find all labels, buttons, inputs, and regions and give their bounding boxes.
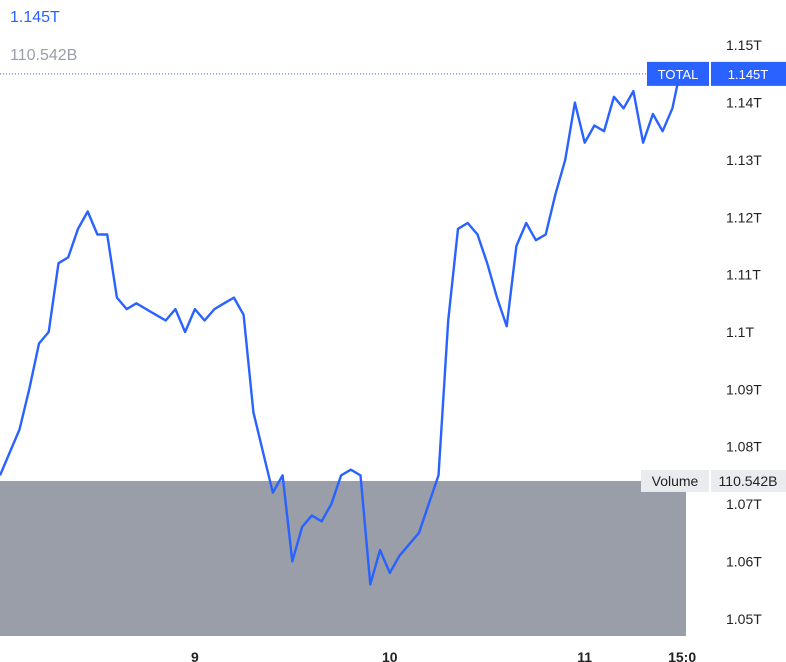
current-value-readout: 1.145T <box>10 9 60 26</box>
volume-area <box>0 480 686 636</box>
price-line <box>0 62 684 586</box>
y-tick-label: 1.15T <box>726 37 762 53</box>
x-tick-label: 15:0 <box>668 649 696 662</box>
price-tag-label: 1.145T <box>728 67 769 82</box>
y-tick-label: 1.12T <box>726 209 762 225</box>
volume-tag <box>641 469 709 492</box>
volume-value-tag-label: 110.542B <box>719 473 778 489</box>
y-tick-label: 1.11T <box>726 267 761 283</box>
volume-value-readout: 110.542B <box>10 47 78 64</box>
x-tick-label: 10 <box>382 649 398 662</box>
y-tick-label: 1.06T <box>726 553 762 569</box>
volume-tag-label: Volume <box>652 473 699 489</box>
y-tick-label: 1.05T <box>726 611 762 627</box>
y-tick-label: 1.14T <box>726 95 762 111</box>
x-tick-label: 9 <box>191 649 199 662</box>
y-tick-label: 1.13T <box>726 152 762 168</box>
y-tick-label: 1.1T <box>726 324 754 340</box>
y-tick-label: 1.08T <box>726 439 762 455</box>
series-tag-label: TOTAL <box>658 67 699 82</box>
price-tag <box>711 61 786 86</box>
volume-value-tag <box>711 469 786 492</box>
y-tick-label: 1.07T <box>726 496 762 512</box>
y-tick-label: 1.09T <box>726 381 762 397</box>
x-tick-label: 11 <box>577 649 592 662</box>
series-tag <box>647 61 709 86</box>
